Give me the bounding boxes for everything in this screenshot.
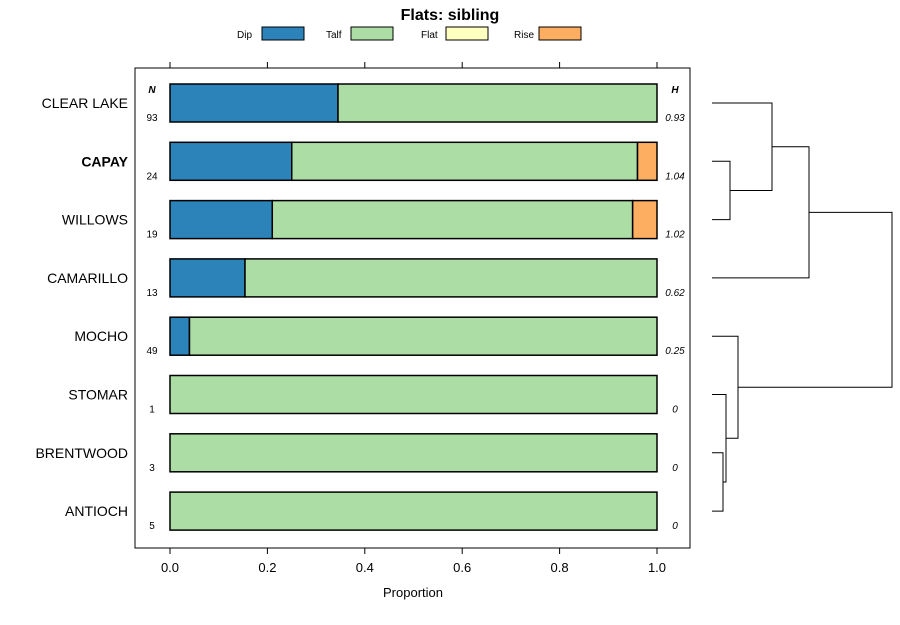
dendrogram-branch xyxy=(712,160,731,221)
dendrogram-branch xyxy=(712,335,739,439)
row-label: MOCHO xyxy=(74,328,128,344)
dendrogram xyxy=(712,102,893,512)
row-label: WILLOWS xyxy=(62,212,128,228)
bar-segment-dip xyxy=(169,141,293,182)
row-label: ANTIOCH xyxy=(65,503,128,519)
bar-segment-talf xyxy=(271,199,634,240)
row-h-value: 0.62 xyxy=(665,288,685,299)
row-h-value: 0 xyxy=(672,463,678,474)
row-capay: CAPAY 24 1.04 xyxy=(81,141,685,182)
row-clear-lake: CLEAR LAKE 93 0.93 xyxy=(42,83,685,124)
bar-segment-rise xyxy=(636,141,658,182)
row-h-value: 0.93 xyxy=(665,113,685,124)
bar-segment-rise xyxy=(631,199,658,240)
plot-frame xyxy=(134,67,691,549)
dendrogram-branch xyxy=(712,146,810,279)
bar-segment-dip xyxy=(169,199,274,240)
legend: Dip Talf Flat Rise xyxy=(237,26,582,41)
dendrogram-branch xyxy=(738,211,893,388)
legend-swatch-rise xyxy=(538,26,582,41)
bar-segment-dip xyxy=(169,258,246,298)
row-h-value: 0 xyxy=(672,521,678,532)
row-h-value: 1.02 xyxy=(665,230,685,241)
bar-rows: CLEAR LAKE 93 0.93 CAPAY 24 1.04 WILLOWS 19 1.02… xyxy=(35,83,685,532)
row-n-value: 3 xyxy=(149,463,155,474)
row-label: CAPAY xyxy=(81,153,128,169)
x-tick-label: 0.8 xyxy=(551,560,569,575)
bar-segment-talf xyxy=(188,316,658,356)
row-label: STOMAR xyxy=(68,387,128,403)
row-h-value: 1.04 xyxy=(665,171,685,182)
row-stomar: STOMAR 1 0 xyxy=(68,374,678,416)
row-antioch: ANTIOCH 5 0 xyxy=(65,491,678,532)
legend-label-rise: Rise xyxy=(514,30,534,41)
x-tick-label: 0.4 xyxy=(356,560,374,575)
legend-swatch-dip xyxy=(261,26,305,41)
row-camarillo: CAMARILLO 13 0.62 xyxy=(47,258,685,299)
legend-swatch-talf xyxy=(350,26,394,41)
row-h-value: 0.25 xyxy=(665,346,685,357)
bar-segment-talf xyxy=(169,491,658,531)
bar-segment-talf xyxy=(244,258,658,298)
bar-segment-talf xyxy=(337,83,658,123)
legend-label-flat: Flat xyxy=(421,30,438,41)
row-brentwood: BRENTWOOD 3 0 xyxy=(35,433,678,474)
row-h-value: 0 xyxy=(672,405,678,416)
row-label: CLEAR LAKE xyxy=(42,95,128,111)
dendrogram-branch xyxy=(712,102,773,191)
bar-segment-talf xyxy=(169,433,658,473)
row-n-value: 13 xyxy=(146,288,158,299)
legend-label-dip: Dip xyxy=(237,30,252,41)
legend-label-talf: Talf xyxy=(326,30,342,41)
x-axis-title: Proportion xyxy=(383,585,443,600)
row-n-value: 1 xyxy=(149,405,155,416)
bar-segment-dip xyxy=(169,83,339,123)
row-n-value: 19 xyxy=(146,230,158,241)
n-header: N xyxy=(148,85,156,96)
row-n-value: 93 xyxy=(146,113,158,124)
bar-segment-talf xyxy=(291,141,639,182)
x-tick-label: 0.6 xyxy=(453,560,471,575)
row-n-value: 49 xyxy=(146,346,158,357)
h-header: H xyxy=(671,85,679,96)
chart-title: Flats: sibling xyxy=(401,7,500,24)
bar-segment-dip xyxy=(169,316,191,356)
x-tick-label: 0.0 xyxy=(161,560,179,575)
row-willows: WILLOWS 19 1.02 xyxy=(62,199,685,241)
dendrogram-branch xyxy=(712,394,727,483)
row-label: BRENTWOOD xyxy=(35,445,128,461)
row-mocho: MOCHO 49 0.25 xyxy=(74,316,685,357)
row-n-value: 5 xyxy=(149,521,155,532)
x-axis: 0.0 0.2 0.4 0.6 0.8 1.0 xyxy=(161,62,666,575)
dendrogram-branch xyxy=(712,452,724,512)
row-n-value: 24 xyxy=(146,171,158,182)
bar-segment-talf xyxy=(169,374,658,415)
legend-swatch-flat xyxy=(445,26,489,41)
row-label: CAMARILLO xyxy=(47,270,128,286)
x-tick-label: 0.2 xyxy=(258,560,276,575)
x-tick-label: 1.0 xyxy=(648,560,666,575)
